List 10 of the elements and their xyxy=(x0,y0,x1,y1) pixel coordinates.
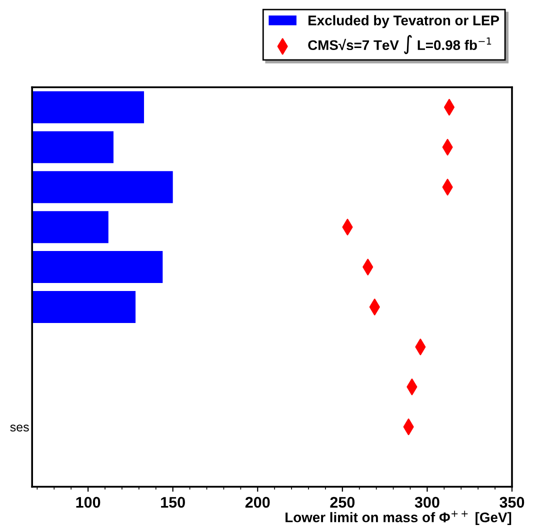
x-tick-label: 100 xyxy=(76,496,100,508)
legend-label: CMS√s=7 TeV ∫ L=0.98 fb$^{−1}$ xyxy=(308,35,492,54)
x-tick-label: 200 xyxy=(245,496,270,508)
legend-label: Excluded by Tevatron or LEP xyxy=(308,15,500,28)
y-tick-label: ses xyxy=(10,424,29,432)
x-tick-label: 300 xyxy=(414,496,440,508)
x-axis-title: Lower limit on mass of Φ$^{++}$ [GeV] xyxy=(286,510,512,526)
x-tick-label: 350 xyxy=(500,496,524,508)
x-tick-label: 150 xyxy=(161,496,185,508)
x-tick-label: 250 xyxy=(330,496,355,508)
